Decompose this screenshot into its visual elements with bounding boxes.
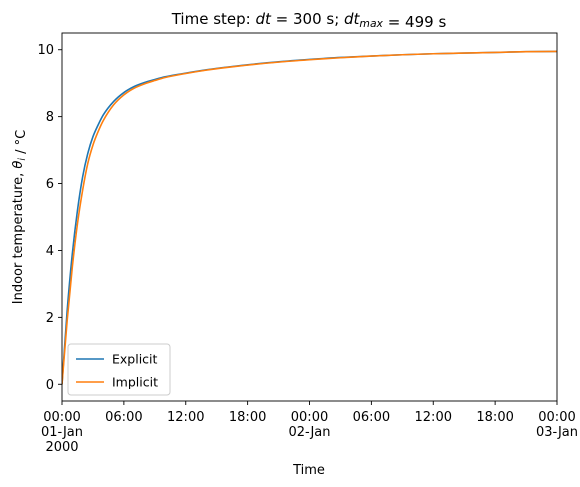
x-tick-label: 18:00 [229,410,266,425]
legend: Explicit Implicit [67,343,171,396]
y-axis-label: Indoor temperature, θi / °C [11,130,29,305]
x-tick-label: 12:00 [415,410,452,425]
x-axis-label: Time [292,463,325,478]
legend-label-explicit: Explicit [112,352,158,367]
chart-title: Time step: dt = 300 s; dtmax = 499 s [171,10,447,31]
y-tick-label: 2 [46,311,54,326]
x-tick-label: 12:00 [167,410,204,425]
y-tick-label: 6 [46,177,54,192]
x-tick-label: 06:00 [353,410,390,425]
x-tick-label: 18:00 [476,410,513,425]
y-tick-label: 0 [46,378,54,393]
x-tick-label: 00:00 02-Jan [289,410,331,440]
y-tick-label: 8 [46,110,54,125]
y-tick-label: 10 [37,43,54,58]
x-tick-label: 00:00 01-Jan 2000 [41,410,83,455]
x-tick-label: 00:00 03-Jan [536,410,578,440]
x-tick-label: 06:00 [105,410,142,425]
series-line-implicit [62,50,557,385]
legend-label-implicit: Implicit [112,375,158,390]
y-tick-label: 4 [46,244,54,259]
